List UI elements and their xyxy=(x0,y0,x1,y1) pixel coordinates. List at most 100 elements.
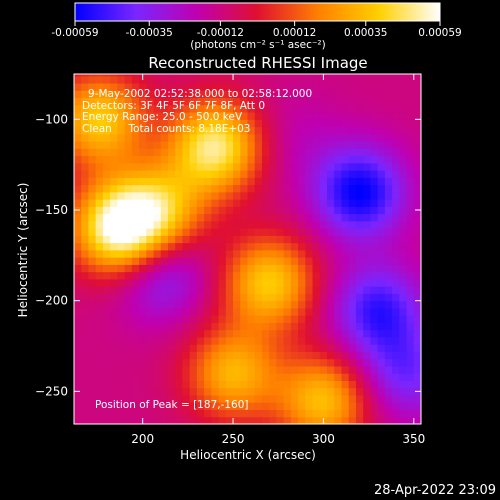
heatmap-cell xyxy=(110,344,118,352)
heatmap-cell xyxy=(305,220,314,229)
heatmap-cell xyxy=(110,249,118,258)
heatmap-cell xyxy=(413,322,421,331)
heatmap-cell xyxy=(117,104,126,113)
heatmap-cell xyxy=(110,380,118,389)
heatmap-cell xyxy=(254,206,263,215)
heatmap-cell xyxy=(247,112,256,120)
heatmap-cell xyxy=(399,74,408,77)
heatmap-cell xyxy=(348,365,357,374)
heatmap-cell xyxy=(348,83,357,91)
heatmap-cell xyxy=(81,112,89,120)
heatmap-cell xyxy=(196,293,205,302)
heatmap-cell xyxy=(305,264,314,273)
heatmap-cell xyxy=(131,264,140,273)
heatmap-cell xyxy=(167,249,176,258)
heatmap-cell xyxy=(102,271,111,280)
heatmap-cell xyxy=(240,162,248,171)
heatmap-cell xyxy=(290,286,299,294)
heatmap-cell xyxy=(377,242,386,251)
heatmap-cell xyxy=(384,336,393,345)
heatmap-cell xyxy=(384,235,393,244)
heatmap-cell xyxy=(225,409,234,418)
heatmap-cell xyxy=(406,365,415,374)
heatmap-cell xyxy=(370,409,379,418)
heatmap-cell xyxy=(363,74,371,77)
heatmap-cell xyxy=(283,191,292,200)
heatmap-cell xyxy=(327,104,335,113)
heatmap-cell xyxy=(196,228,205,236)
heatmap-cell xyxy=(290,213,299,222)
heatmap-cell xyxy=(218,220,227,229)
heatmap-cell xyxy=(363,300,371,309)
heatmap-cell xyxy=(102,97,111,106)
heatmap-cell xyxy=(74,286,82,294)
heatmap-cell xyxy=(305,104,314,113)
heatmap-cell xyxy=(392,75,400,84)
heatmap-cell xyxy=(370,112,379,120)
heatmap-cell xyxy=(355,235,364,244)
heatmap-cell xyxy=(182,75,191,84)
heatmap-cell xyxy=(290,373,299,381)
heatmap-cell xyxy=(74,90,82,99)
heatmap-cell xyxy=(406,315,415,323)
heatmap-cell xyxy=(305,322,314,331)
heatmap-cell xyxy=(269,148,277,157)
heatmap-cell xyxy=(153,119,162,128)
heatmap-cell xyxy=(74,358,82,367)
heatmap-cell xyxy=(348,329,357,338)
heatmap-cell xyxy=(117,228,126,236)
heatmap-cell xyxy=(305,249,314,258)
heatmap-cell xyxy=(124,235,133,244)
heatmap-cell xyxy=(204,104,212,113)
heatmap-cell xyxy=(182,97,191,106)
heatmap-cell xyxy=(298,83,306,91)
heatmap-cell xyxy=(74,409,82,418)
heatmap-cell xyxy=(233,213,241,222)
heatmap-cell xyxy=(370,228,379,236)
heatmap-cell xyxy=(204,155,212,164)
heatmap-cell xyxy=(305,380,314,389)
heatmap-cell xyxy=(261,322,270,331)
heatmap-cell xyxy=(146,155,155,164)
heatmap-cell xyxy=(312,74,321,77)
heatmap-cell xyxy=(225,213,234,222)
heatmap-cell xyxy=(327,119,335,128)
heatmap-cell xyxy=(146,148,155,157)
heatmap-cell xyxy=(327,141,335,149)
heatmap-cell xyxy=(247,409,256,418)
heatmap-cell xyxy=(131,220,140,229)
heatmap-cell xyxy=(233,235,241,244)
heatmap-cell xyxy=(276,75,285,84)
heatmap-cell xyxy=(348,402,357,410)
heatmap-cell xyxy=(276,206,285,215)
heatmap-cell xyxy=(327,336,335,345)
heatmap-cell xyxy=(406,141,415,149)
heatmap-cell xyxy=(334,351,342,360)
heatmap-cell xyxy=(269,97,277,106)
heatmap-cell xyxy=(124,286,133,294)
heatmap-cell xyxy=(81,104,89,113)
heatmap-cell xyxy=(211,249,220,258)
heatmap-cell xyxy=(146,249,155,258)
heatmap-cell xyxy=(312,271,321,280)
heatmap-cell xyxy=(211,75,220,84)
heatmap-cell xyxy=(95,365,104,374)
heatmap-cell xyxy=(81,286,89,294)
heatmap-cell xyxy=(153,74,162,77)
heatmap-cell xyxy=(139,394,147,403)
heatmap-cell xyxy=(110,351,118,360)
heatmap-cell xyxy=(196,278,205,287)
heatmap-cell xyxy=(370,351,379,360)
heatmap-cell xyxy=(247,148,256,157)
heatmap-cell xyxy=(160,184,169,193)
heatmap-cell xyxy=(175,90,183,99)
heatmap-cell xyxy=(298,351,306,360)
heatmap-cell xyxy=(139,344,147,352)
heatmap-cell xyxy=(81,300,89,309)
heatmap-cell xyxy=(283,271,292,280)
heatmap-cell xyxy=(392,126,400,135)
heatmap-cell xyxy=(384,177,393,186)
heatmap-cell xyxy=(204,286,212,294)
heatmap-cell xyxy=(196,235,205,244)
heatmap-cell xyxy=(74,191,82,200)
